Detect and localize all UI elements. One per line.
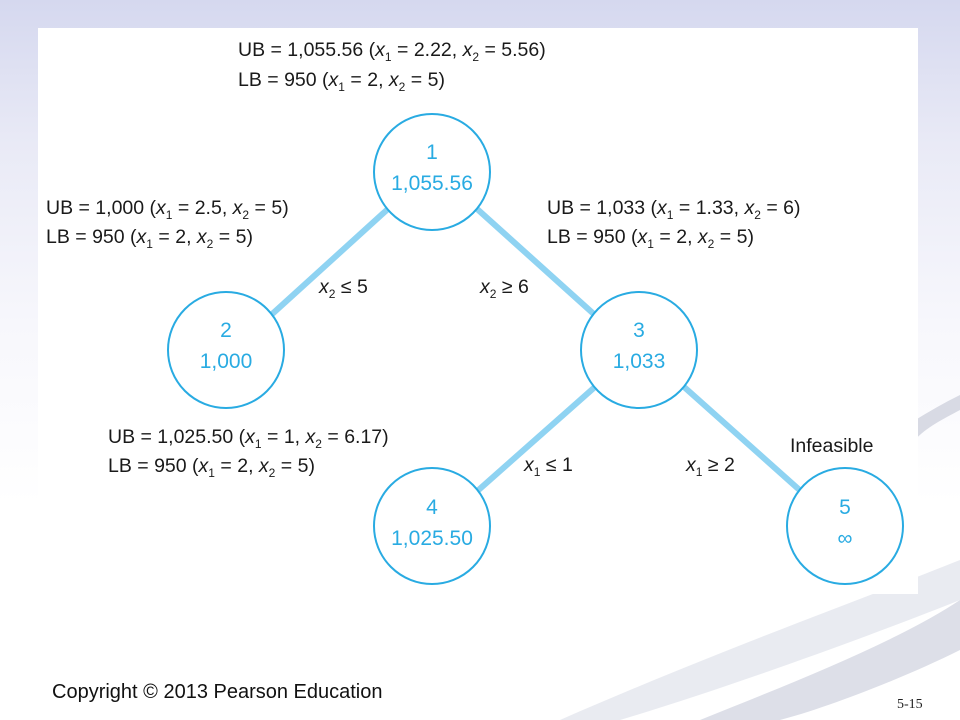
node-1-upper-bound: UB = 1,055.56 (x1 = 2.22, x2 = 5.56)	[238, 39, 546, 64]
node-3-value: 1,033	[613, 350, 666, 373]
node-2-id: 2	[220, 319, 232, 342]
node-3-lower-bound: LB = 950 (x1 = 2, x2 = 5)	[547, 226, 754, 251]
node-5-id: 5	[839, 496, 851, 519]
node-4-lower-bound: LB = 950 (x1 = 2, x2 = 5)	[108, 455, 315, 480]
node-2-lower-bound: LB = 950 (x1 = 2, x2 = 5)	[46, 226, 253, 251]
node-1-value: 1,055.56	[391, 172, 473, 195]
edge-1-3	[473, 205, 599, 319]
node-circle	[373, 113, 491, 231]
copyright-notice: Copyright © 2013 Pearson Education	[52, 681, 383, 703]
slide-number: 5-15	[897, 697, 923, 712]
node-5-status: Infeasible	[790, 435, 873, 457]
node-circle	[167, 291, 285, 409]
node-4: 4 1,025.50	[373, 467, 491, 585]
edge-1-2-label: x2 ≤ 5	[318, 276, 368, 301]
node-3-upper-bound: UB = 1,033 (x1 = 1.33, x2 = 6)	[547, 197, 801, 222]
node-2-upper-bound: UB = 1,000 (x1 = 2.5, x2 = 5)	[46, 197, 289, 222]
node-5: 5 ∞	[786, 467, 904, 585]
node-circle	[786, 467, 904, 585]
node-2: 2 1,000	[167, 291, 285, 409]
node-1-id: 1	[426, 141, 438, 164]
node-5-value: ∞	[838, 527, 853, 550]
edge-3-5-label: x1 ≥ 2	[685, 454, 735, 479]
node-4-upper-bound: UB = 1,025.50 (x1 = 1, x2 = 6.17)	[108, 426, 389, 451]
node-1: 1 1,055.56	[373, 113, 491, 231]
edge-1-3-label: x2 ≥ 6	[479, 276, 529, 301]
node-4-id: 4	[426, 496, 438, 519]
node-2-value: 1,000	[200, 350, 253, 373]
edge-3-4-label: x1 ≤ 1	[523, 454, 573, 479]
node-1-lower-bound: LB = 950 (x1 = 2, x2 = 5)	[238, 69, 445, 94]
node-3: 3 1,033	[580, 291, 698, 409]
node-4-value: 1,025.50	[391, 527, 473, 550]
edge-1-2	[267, 205, 392, 319]
node-circle	[373, 467, 491, 585]
edge-3-4	[472, 383, 598, 497]
node-circle	[580, 291, 698, 409]
edge-3-5	[681, 383, 806, 497]
node-3-id: 3	[633, 319, 645, 342]
